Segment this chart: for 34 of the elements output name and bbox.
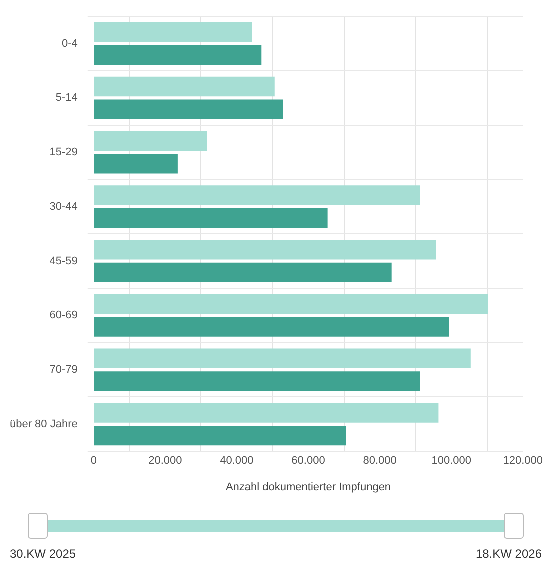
bar [94, 208, 328, 228]
y-tick-label: 70-79 [50, 364, 78, 376]
x-axis-title: Anzahl dokumentierter Impfungen [226, 481, 392, 494]
bar [94, 317, 450, 337]
x-tick-label: 0 [90, 455, 97, 468]
bar [94, 262, 392, 283]
y-tick-label: 60-69 [50, 310, 78, 322]
bar [94, 154, 178, 174]
bar [94, 372, 420, 392]
bar [94, 22, 252, 42]
y-tick-label: über 80 Jahre [10, 418, 78, 430]
bar [94, 294, 488, 314]
x-tick-label: 60.000 [292, 455, 326, 468]
bar [94, 186, 420, 206]
y-tick-label: 5-14 [56, 92, 78, 104]
x-tick-label: 20.000 [148, 455, 182, 468]
y-tick-label: 15-29 [50, 146, 78, 159]
bar [94, 45, 262, 66]
text: 30.KW 2025 [10, 547, 76, 561]
bar [94, 76, 275, 97]
bar [94, 240, 436, 260]
bar [94, 348, 471, 368]
bar [94, 100, 284, 120]
y-tick-label: 0-4 [62, 38, 78, 50]
x-tick-label: 100.000 [432, 455, 472, 468]
bar [94, 131, 208, 151]
x-tick-label: 120.000 [503, 455, 543, 468]
y-tick-label: 45-59 [50, 255, 78, 268]
x-tick-label: 80.000 [363, 455, 397, 468]
bar [94, 426, 346, 446]
x-tick-label: 40.000 [220, 455, 254, 468]
bar [94, 403, 439, 423]
text: 18.KW 2026 [476, 547, 542, 561]
y-tick-label: 30-44 [50, 200, 78, 213]
